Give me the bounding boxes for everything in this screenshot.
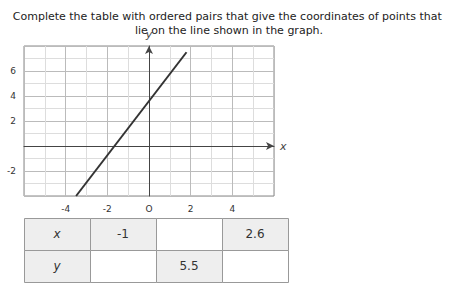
svg-text:4: 4 (10, 91, 16, 101)
svg-text:O: O (145, 204, 152, 214)
svg-text:2.6: 2.6 (245, 227, 264, 241)
svg-text:-4: -4 (61, 204, 70, 214)
svg-text:x: x (52, 227, 61, 241)
svg-text:4: 4 (229, 204, 235, 214)
svg-text:-2: -2 (103, 204, 112, 214)
svg-text:2: 2 (188, 204, 194, 214)
svg-text:5.5: 5.5 (179, 259, 198, 273)
svg-text:-2: -2 (7, 166, 16, 176)
svg-text:2: 2 (10, 116, 16, 126)
svg-text:lie on the line shown in the g: lie on the line shown in the graph. (135, 24, 323, 37)
svg-text:-1: -1 (117, 227, 129, 241)
svg-text:Complete the table with ordere: Complete the table with ordered pairs th… (13, 10, 445, 23)
svg-text:6: 6 (10, 66, 16, 76)
svg-text:x: x (279, 140, 287, 153)
svg-text:y: y (52, 259, 61, 273)
